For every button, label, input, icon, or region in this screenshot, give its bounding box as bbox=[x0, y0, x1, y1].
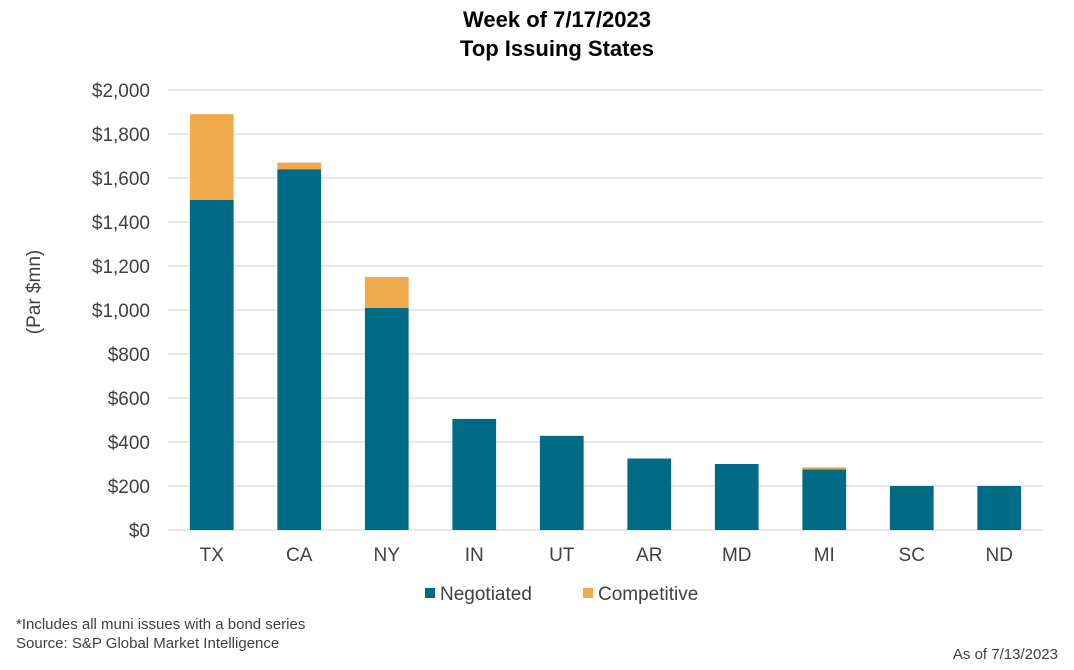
x-tick-label: SC bbox=[899, 545, 925, 566]
chart-title-line-2: Top Issuing States bbox=[460, 36, 654, 61]
y-tick-label: $400 bbox=[108, 433, 150, 454]
bar-negotiated-md bbox=[714, 464, 759, 530]
footnote: *Includes all muni issues with a bond se… bbox=[16, 616, 305, 633]
legend-label-negotiated: Negotiated bbox=[440, 584, 532, 605]
legend-label-competitive: Competitive bbox=[598, 584, 698, 605]
legend-swatch-competitive bbox=[583, 588, 593, 598]
y-axis-ticks: $0 $200 $400 $600 $800 $1,000 $1,200 $1,400 $1,6… bbox=[92, 81, 150, 542]
bar-negotiated-nd bbox=[977, 486, 1022, 530]
x-tick-label: MI bbox=[814, 545, 835, 566]
x-axis-ticks: TX CA NY IN UT AR MD MI SC ND bbox=[200, 545, 1013, 566]
bar-competitive-tx bbox=[189, 114, 234, 200]
y-tick-label: $600 bbox=[108, 389, 150, 410]
x-tick-label: AR bbox=[636, 545, 662, 566]
bar-negotiated-ar bbox=[627, 458, 672, 530]
y-tick-label: $1,800 bbox=[92, 125, 150, 146]
bar-negotiated-ca bbox=[277, 169, 322, 530]
x-tick-label: UT bbox=[549, 545, 575, 566]
bar-competitive-ny bbox=[364, 277, 409, 308]
y-tick-label: $1,000 bbox=[92, 301, 150, 322]
bar-competitive-mi bbox=[802, 467, 847, 470]
y-tick-label: $1,400 bbox=[92, 213, 150, 234]
x-tick-label: ND bbox=[986, 545, 1013, 566]
bar-negotiated-mi bbox=[802, 469, 847, 530]
y-tick-label: $0 bbox=[129, 521, 150, 542]
y-tick-label: $800 bbox=[108, 345, 150, 366]
y-tick-label: $1,200 bbox=[92, 257, 150, 278]
legend-swatch-negotiated bbox=[425, 588, 435, 598]
bar-negotiated-ut bbox=[539, 435, 584, 530]
x-tick-label: TX bbox=[200, 545, 225, 566]
bar-competitive-ca bbox=[277, 162, 322, 170]
x-tick-label: NY bbox=[374, 545, 401, 566]
bars bbox=[189, 114, 1022, 530]
source-note: Source: S&P Global Market Intelligence bbox=[16, 635, 279, 652]
x-tick-label: MD bbox=[722, 545, 752, 566]
bar-negotiated-tx bbox=[189, 200, 234, 530]
as-of-date: As of 7/13/2023 bbox=[953, 646, 1058, 663]
bar-negotiated-sc bbox=[889, 486, 934, 530]
y-tick-label: $1,600 bbox=[92, 169, 150, 190]
bar-negotiated-in bbox=[452, 418, 497, 530]
y-tick-label: $200 bbox=[108, 477, 150, 498]
x-tick-label: CA bbox=[286, 545, 313, 566]
y-tick-label: $2,000 bbox=[92, 81, 150, 102]
legend: Negotiated Competitive bbox=[425, 584, 698, 605]
y-axis-label: (Par $mn) bbox=[24, 250, 45, 334]
chart-title-line-1: Week of 7/17/2023 bbox=[463, 7, 651, 32]
bar-negotiated-ny bbox=[364, 307, 409, 530]
x-tick-label: IN bbox=[465, 545, 484, 566]
